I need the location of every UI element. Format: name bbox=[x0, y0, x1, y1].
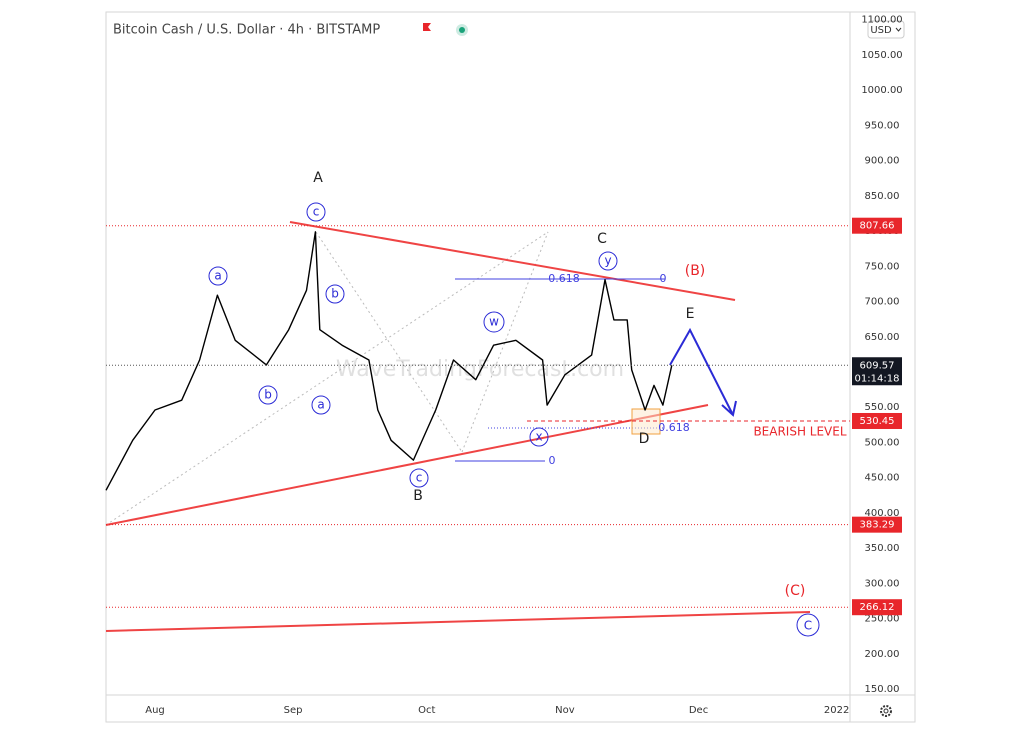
target-box bbox=[631, 408, 661, 435]
circle bbox=[258, 385, 278, 405]
y-tick-label: 650.00 bbox=[865, 332, 900, 343]
subwave-label: a bbox=[317, 398, 324, 412]
gear bbox=[880, 705, 892, 717]
chart-frame bbox=[105, 11, 916, 723]
wave-label: C bbox=[597, 231, 607, 247]
subwave-label: C bbox=[804, 619, 812, 633]
circle bbox=[306, 202, 326, 222]
fib-label: 0.618 bbox=[658, 421, 690, 434]
y-tick-label: 500.00 bbox=[865, 437, 900, 448]
x-tick-label: Oct bbox=[418, 705, 435, 716]
y-tick-label: 250.00 bbox=[865, 614, 900, 625]
wave-label: B bbox=[413, 488, 423, 504]
subwave-label: b bbox=[331, 287, 339, 301]
y-tick-label: 450.00 bbox=[865, 473, 900, 484]
level-tag bbox=[852, 412, 902, 429]
wave-label: (B) bbox=[685, 263, 706, 279]
chart-title: Bitcoin Cash / U.S. Dollar · 4h · BITSTA… bbox=[113, 23, 380, 38]
gear-hub bbox=[883, 708, 889, 714]
y-tick-label: 950.00 bbox=[865, 120, 900, 131]
y-tick-label: 150.00 bbox=[865, 684, 900, 695]
status-dot bbox=[459, 27, 465, 33]
subwave-label: c bbox=[313, 205, 320, 219]
subwave-label: a bbox=[214, 269, 221, 283]
fib-label: 0 bbox=[660, 272, 667, 285]
circle bbox=[598, 251, 618, 271]
y-tick-label: 200.00 bbox=[865, 649, 900, 660]
circle bbox=[483, 311, 505, 333]
bearish-label: BEARISH LEVEL bbox=[753, 425, 846, 439]
settings-icon[interactable] bbox=[880, 705, 892, 717]
y-tick-label: 350.00 bbox=[865, 543, 900, 554]
y-tick-label: 1000.00 bbox=[861, 85, 902, 96]
y-tick-label: 1050.00 bbox=[861, 50, 902, 61]
currency-button[interactable] bbox=[867, 20, 905, 39]
circle bbox=[311, 395, 331, 415]
circle bbox=[325, 284, 345, 304]
level-tag bbox=[852, 516, 902, 533]
circle bbox=[208, 266, 228, 286]
x-tick-label: Nov bbox=[555, 705, 575, 716]
y-tick-label: 300.00 bbox=[865, 578, 900, 589]
currency-caret bbox=[895, 27, 902, 32]
x-tick-label: Aug bbox=[145, 705, 165, 716]
x-tick-label: 2022 bbox=[824, 705, 849, 716]
level-label: 266.12 bbox=[860, 602, 895, 613]
y-tick-label: 700.00 bbox=[865, 297, 900, 308]
subwave-label: c bbox=[416, 471, 423, 485]
subwave-label: w bbox=[489, 315, 499, 329]
wave-label: (C) bbox=[785, 583, 806, 599]
subwave-label: x bbox=[535, 430, 542, 444]
projection-arrow bbox=[669, 327, 737, 417]
trendline bbox=[105, 404, 709, 526]
y-tick-label: 400.00 bbox=[865, 508, 900, 519]
wave-label: D bbox=[639, 431, 650, 447]
x-tick-label: Sep bbox=[284, 705, 303, 716]
trendline bbox=[289, 221, 736, 301]
subwave-label: y bbox=[604, 254, 611, 268]
fib-guide bbox=[461, 231, 549, 453]
wave-label: A bbox=[313, 170, 323, 186]
y-tick-label: 750.00 bbox=[865, 261, 900, 272]
y-tick-label: 850.00 bbox=[865, 191, 900, 202]
level-tag bbox=[852, 599, 902, 616]
fib-label: 0.618 bbox=[548, 272, 580, 285]
currency-label: USD bbox=[870, 25, 892, 36]
subwave-circles bbox=[208, 202, 820, 637]
level-label: 530.45 bbox=[860, 416, 895, 427]
circle bbox=[796, 613, 820, 637]
circle bbox=[409, 468, 429, 488]
level-label: 383.29 bbox=[860, 520, 895, 531]
fib-label: 0 bbox=[549, 454, 556, 467]
watermark: WaveTradingForecast.com bbox=[336, 357, 624, 382]
last-price-label: 609.57 bbox=[860, 360, 895, 371]
y-tick-label: 900.00 bbox=[865, 156, 900, 167]
circle bbox=[529, 427, 549, 447]
flag-icon[interactable] bbox=[423, 23, 431, 31]
fib-guide bbox=[105, 231, 549, 526]
x-tick-label: Dec bbox=[689, 705, 708, 716]
y-tick-label: 1100.00 bbox=[861, 15, 902, 26]
subwave-label: b bbox=[264, 388, 272, 402]
countdown-label: 01:14:18 bbox=[855, 373, 900, 384]
trendline bbox=[105, 611, 811, 632]
drawings bbox=[105, 221, 811, 632]
fib-guide bbox=[315, 231, 463, 453]
last-price-tag bbox=[852, 357, 902, 386]
y-tick-label: 550.00 bbox=[865, 402, 900, 413]
level-tag bbox=[852, 217, 902, 234]
level-label: 807.66 bbox=[860, 221, 895, 232]
price-line bbox=[105, 231, 673, 491]
wave-label: E bbox=[686, 306, 695, 322]
